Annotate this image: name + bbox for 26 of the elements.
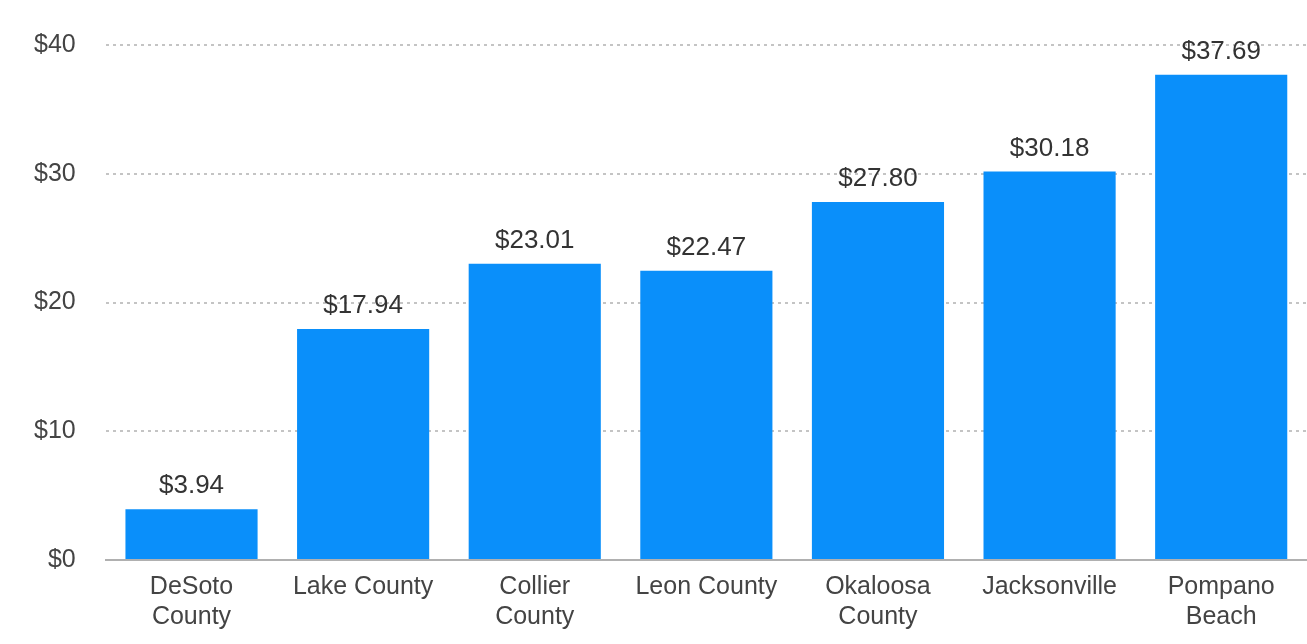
bar: [811, 202, 945, 559]
data-label: $37.69: [1181, 34, 1261, 65]
x-tick-label: Jacksonville: [982, 570, 1117, 599]
x-tick-label: Okaloosa County: [825, 570, 931, 629]
data-label: $3.94: [158, 469, 225, 500]
bar: [468, 263, 601, 559]
bar: [125, 509, 258, 559]
x-tick-label: Leon County: [635, 570, 778, 599]
y-tick-label: $10: [33, 415, 76, 444]
bar: [297, 329, 430, 559]
bar: [640, 270, 773, 559]
y-tick-label: $30: [33, 157, 76, 186]
data-label: $17.94: [323, 289, 403, 320]
data-label: $27.80: [838, 162, 918, 193]
bar: [983, 171, 1116, 559]
x-tick-label: Collier County: [495, 570, 575, 629]
data-label: $22.47: [666, 230, 747, 261]
bar: [1155, 74, 1288, 559]
y-tick-label: $20: [33, 286, 76, 315]
data-label: $23.01: [494, 223, 575, 254]
y-tick-label: $0: [47, 543, 76, 572]
x-tick-label: Pompano Beach: [1167, 570, 1275, 629]
y-tick-label: $40: [33, 28, 76, 57]
data-label: $30.18: [1009, 131, 1090, 162]
x-tick-label: DeSoto County: [149, 570, 234, 629]
x-tick-label: Lake County: [292, 570, 434, 599]
